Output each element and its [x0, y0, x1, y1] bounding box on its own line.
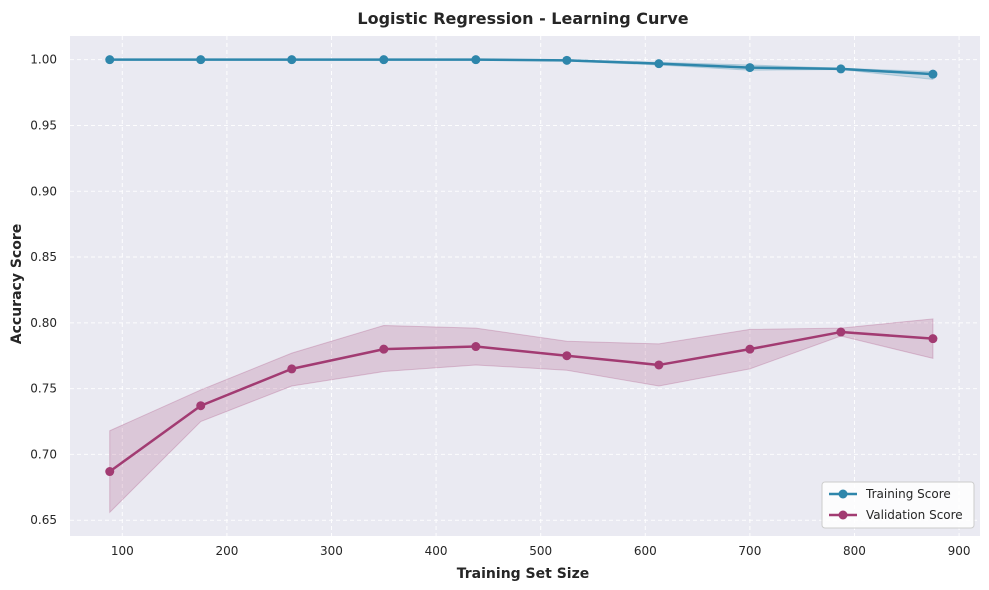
validation-score-point — [196, 401, 206, 411]
x-tick-label: 600 — [634, 544, 657, 558]
legend-frame — [821, 481, 975, 529]
x-axis-title: Training Set Size — [457, 566, 589, 582]
x-axis-ticks: 100 200 300 400 500 600 700 800 900 — [111, 544, 971, 558]
legend-item-training: Training Score — [829, 487, 951, 501]
x-tick-label: 400 — [425, 544, 448, 558]
training-score-point — [928, 69, 938, 79]
y-tick-label: 0.80 — [30, 316, 57, 330]
training-score-point — [562, 55, 572, 65]
validation-score-point — [928, 334, 938, 344]
validation-confidence-band — [109, 318, 934, 514]
training-score-point — [379, 55, 389, 65]
x-tick-label: 500 — [529, 544, 552, 558]
legend-marker-validation — [838, 510, 848, 520]
validation-score-point — [105, 467, 115, 477]
legend-marker-training — [838, 489, 848, 499]
validation-score-line — [109, 330, 934, 473]
x-tick-label: 800 — [843, 544, 866, 558]
training-score-point — [471, 55, 481, 65]
y-tick-label: 0.90 — [30, 184, 57, 198]
y-axis-ticks: 0.65 0.70 0.75 0.80 0.85 0.90 0.95 1.00 — [30, 53, 57, 528]
x-tick-label: 100 — [111, 544, 134, 558]
series-lines — [109, 58, 934, 473]
y-tick-label: 0.85 — [30, 250, 57, 264]
training-score-point — [287, 55, 297, 65]
x-tick-label: 700 — [738, 544, 761, 558]
training-score-point — [836, 64, 846, 74]
validation-score-point — [654, 360, 664, 370]
training-score-point — [745, 63, 755, 73]
validation-score-point — [287, 364, 297, 374]
y-tick-label: 0.65 — [30, 513, 57, 527]
validation-score-point — [471, 342, 481, 352]
training-score-point — [196, 55, 206, 65]
validation-score-point — [745, 344, 755, 354]
legend-label-training: Training Score — [865, 487, 951, 501]
legend: Training Score Validation Score — [821, 481, 975, 529]
validation-score-point — [836, 327, 846, 337]
training-score-line — [109, 58, 934, 76]
plot-area — [70, 36, 980, 536]
training-score-point — [654, 59, 664, 69]
y-tick-label: 0.95 — [30, 118, 57, 132]
grid-lines — [70, 36, 980, 536]
legend-item-validation: Validation Score — [829, 508, 963, 522]
x-tick-label: 900 — [948, 544, 971, 558]
x-tick-label: 200 — [215, 544, 238, 558]
validation-score-point — [379, 344, 389, 354]
y-tick-label: 0.75 — [30, 382, 57, 396]
y-tick-label: 1.00 — [30, 53, 57, 67]
legend-label-validation: Validation Score — [866, 508, 963, 522]
series-markers — [105, 55, 938, 477]
training-score-point — [105, 55, 115, 65]
validation-score-point — [562, 351, 572, 361]
x-tick-label: 300 — [320, 544, 343, 558]
y-tick-label: 0.70 — [30, 447, 57, 461]
chart-title: Logistic Regression - Learning Curve — [357, 9, 688, 28]
y-axis-title: Accuracy Score — [9, 224, 25, 344]
